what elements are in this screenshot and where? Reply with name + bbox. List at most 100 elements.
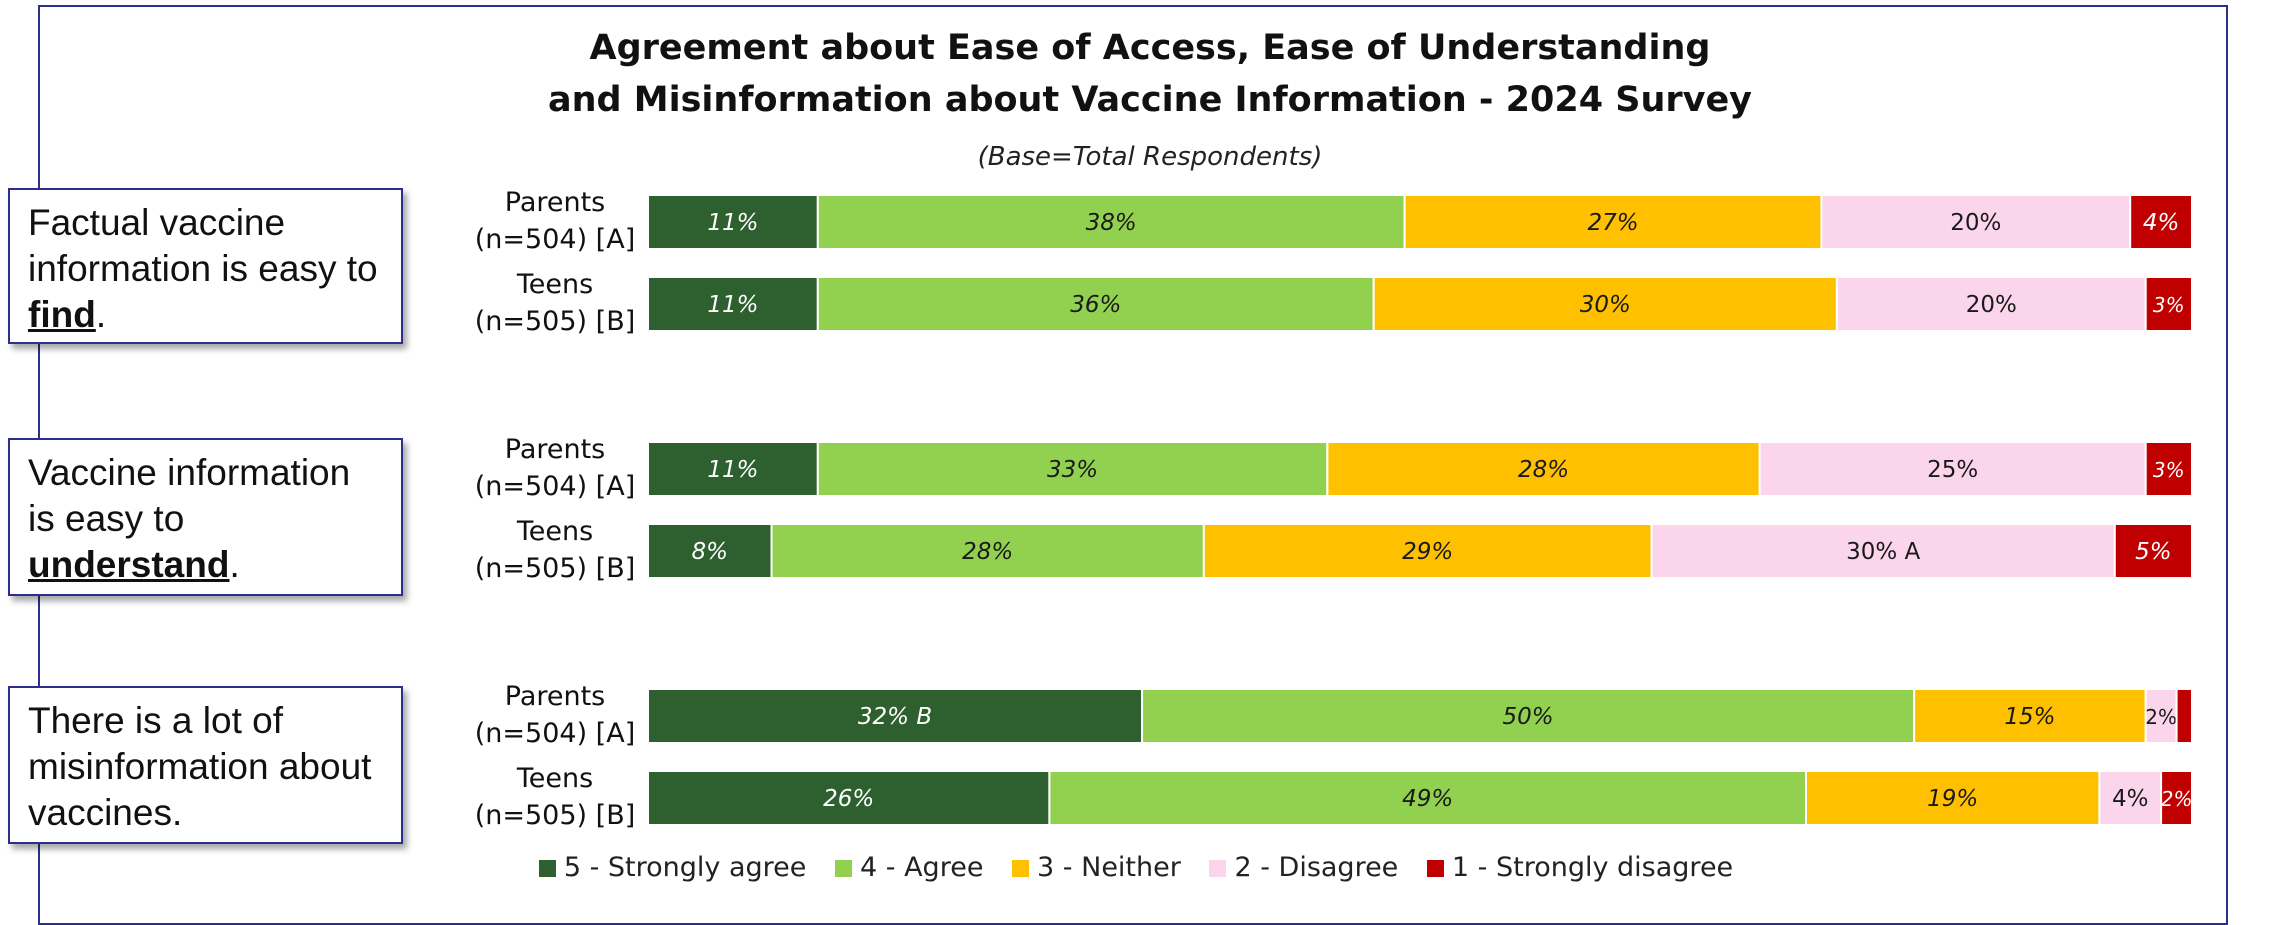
data-label: 5% (2135, 539, 2172, 565)
statement-callout-understand: Vaccine information is easy to understan… (8, 438, 403, 596)
statement-end: . (229, 544, 240, 585)
legend-label: 4 - Agree (860, 852, 984, 883)
bar-segment (2160, 770, 2194, 826)
data-label: 3% (2153, 293, 2185, 317)
row-label-understand-parents: Parents (n=504) [A] (455, 431, 655, 505)
bar-segment (2175, 688, 2194, 744)
legend-swatch-neither (1012, 860, 1030, 877)
bar-segment (1141, 688, 1916, 744)
row-label-misinformation-parents: Parents (n=504) [A] (455, 678, 655, 752)
chart-title: Agreement about Ease of Access, Ease of … (300, 22, 2000, 126)
bar-segment (647, 688, 1144, 744)
legend-label: 5 - Strongly agree (563, 852, 807, 883)
statement-text: There is a lot of misinformation about v… (28, 700, 372, 833)
data-label: 38% (1086, 210, 1137, 236)
data-label: 26% (823, 786, 874, 812)
statement-callout-misinformation: There is a lot of misinformation about v… (8, 686, 403, 844)
data-label: 4% (2143, 210, 2180, 236)
chart-title-line-1: Agreement about Ease of Access, Ease of … (589, 28, 1711, 68)
data-label: 4% (2112, 786, 2149, 812)
bar-segment (816, 441, 1329, 497)
legend-label: 1 - Strongly disagree (1451, 852, 1734, 883)
chart-title-line-2: and Misinformation about Vaccine Informa… (547, 80, 1752, 120)
bar-segment (1403, 194, 1823, 250)
row-label-sample: (n=505) [B] (474, 306, 636, 337)
bar-segment (1835, 276, 2147, 332)
data-label: 30% A (1846, 539, 1920, 565)
data-label: 20% (1966, 292, 2017, 318)
bar-segment (1650, 523, 2116, 579)
legend-item: 1 - Strongly disagree (1426, 852, 1734, 883)
legend-label: 2 - Disagree (1234, 852, 1399, 883)
data-label: 32% B (858, 704, 932, 730)
bar-segment (1820, 194, 2132, 250)
row-label-group: Parents (504, 187, 606, 218)
bar-segment (647, 194, 819, 250)
statement-callout-find: Factual vaccine information is easy to f… (8, 188, 403, 344)
bar-segment (1048, 770, 1807, 826)
row-label-sample: (n=505) [B] (474, 553, 636, 584)
bar-segment (1372, 276, 1838, 332)
row-label-misinformation-teens: Teens (n=505) [B] (455, 760, 655, 834)
bar-segment (1202, 523, 1653, 579)
data-label: 20% (1950, 210, 2001, 236)
statement-text: Vaccine information is easy to (28, 452, 351, 539)
chart-legend: 5 - Strongly agree 4 - Agree 3 - Neither… (0, 852, 2272, 883)
statement-text: Factual vaccine information is easy to (28, 202, 378, 289)
data-label: 30% (1580, 292, 1631, 318)
row-label-group: Parents (504, 434, 606, 465)
data-label: 2% (2145, 705, 2177, 729)
data-label: 27% (1587, 210, 1638, 236)
row-label-find-parents: Parents (n=504) [A] (455, 184, 655, 258)
row-label-sample: (n=504) [A] (474, 471, 636, 502)
legend-item: 4 - Agree (835, 852, 983, 883)
row-label-sample: (n=504) [A] (474, 224, 636, 255)
bar-segment (1758, 441, 2147, 497)
bar-segment (2144, 276, 2193, 332)
row-label-sample: (n=504) [A] (474, 718, 636, 749)
bar-segment (2144, 441, 2193, 497)
data-label: 11% (707, 210, 758, 236)
row-label-group: Teens (516, 763, 594, 794)
data-label: 50% (1503, 704, 1554, 730)
bar-segment (1805, 770, 2101, 826)
data-label: 36% (1070, 292, 1121, 318)
data-label: 15% (2004, 704, 2055, 730)
statement-keyword: understand (28, 544, 230, 585)
bar-segment (647, 276, 819, 332)
legend-swatch-strongly-disagree (1426, 860, 1444, 877)
row-label-find-teens: Teens (n=505) [B] (455, 266, 655, 340)
legend-swatch-strongly-agree (538, 860, 556, 877)
row-label-group: Teens (516, 516, 594, 547)
bar-segment (816, 276, 1375, 332)
legend-swatch-disagree (1209, 860, 1227, 877)
data-label: 2% (2161, 787, 2193, 811)
legend-swatch-agree (835, 860, 852, 877)
chart-subtitle: (Base=Total Respondents) (977, 142, 1323, 172)
data-label: 25% (1927, 457, 1978, 483)
data-label: 33% (1047, 457, 1098, 483)
data-label: 3% (2153, 458, 2185, 482)
data-label: 11% (707, 292, 758, 318)
row-label-understand-teens: Teens (n=505) [B] (455, 513, 655, 587)
bar-segment (647, 523, 773, 579)
data-label: 29% (1402, 539, 1453, 565)
statement-end: . (95, 294, 107, 335)
data-label: 49% (1402, 786, 1453, 812)
data-label: 19% (1927, 786, 1978, 812)
statement-keyword: find (28, 294, 96, 335)
row-label-group: Teens (516, 269, 594, 300)
row-label-sample: (n=505) [B] (474, 800, 636, 831)
legend-label: 3 - Neither (1037, 852, 1181, 883)
bar-segment (2113, 523, 2194, 579)
legend-item: 2 - Disagree (1209, 852, 1398, 883)
row-label-group: Parents (504, 681, 606, 712)
bar-segment (647, 770, 1051, 826)
bar-segment (2098, 770, 2163, 826)
legend-item: 3 - Neither (1012, 852, 1181, 883)
data-label: 28% (1518, 457, 1569, 483)
data-label: 8% (692, 539, 729, 565)
legend-item: 5 - Strongly agree (538, 852, 807, 883)
data-label: 11% (707, 457, 758, 483)
